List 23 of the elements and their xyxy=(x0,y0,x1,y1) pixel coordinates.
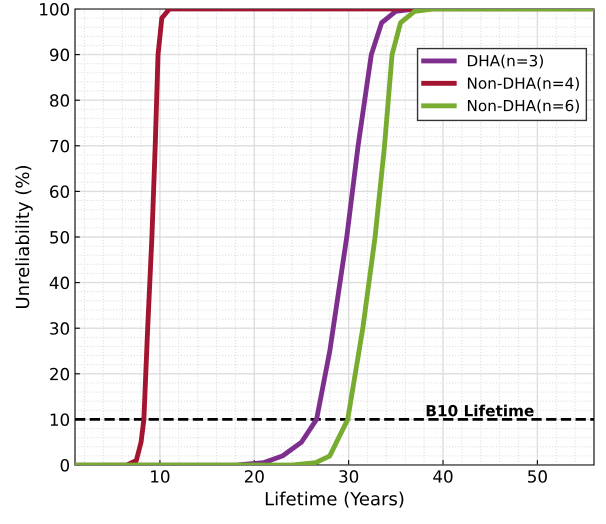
x-tick-label: 50 xyxy=(528,470,547,483)
y-tick-label: 20 xyxy=(50,368,70,380)
x-tick-label: 20 xyxy=(244,470,264,483)
y-axis-title: Unreliability (%) xyxy=(15,166,33,308)
y-tick-label: 50 xyxy=(50,230,70,244)
y-tick-label: 0 xyxy=(60,458,70,472)
x-tick-label: 40 xyxy=(433,470,453,483)
y-tick-label: 60 xyxy=(50,185,70,198)
x-axis-title: Lifetime (Years) xyxy=(266,492,404,508)
legend-label: DHA(n=3) xyxy=(468,54,543,68)
x-tick-label: 10 xyxy=(151,470,170,483)
y-tick-label: 10 xyxy=(50,413,70,426)
legend-label: Non-DHA(n=4) xyxy=(468,77,579,91)
legend-label: Non-DHA(n=6) xyxy=(468,100,579,114)
y-tick-label: 70 xyxy=(50,140,70,152)
y-tick-label: 90 xyxy=(50,48,70,62)
y-tick-label: 40 xyxy=(50,276,70,290)
y-tick-label: 80 xyxy=(50,94,70,107)
ref-line-label: B10 Lifetime xyxy=(426,404,534,416)
line-series xyxy=(75,9,594,465)
y-tick-label: 100 xyxy=(40,2,70,16)
y-tick-label: 30 xyxy=(50,322,70,335)
x-tick-label: 30 xyxy=(339,470,358,483)
